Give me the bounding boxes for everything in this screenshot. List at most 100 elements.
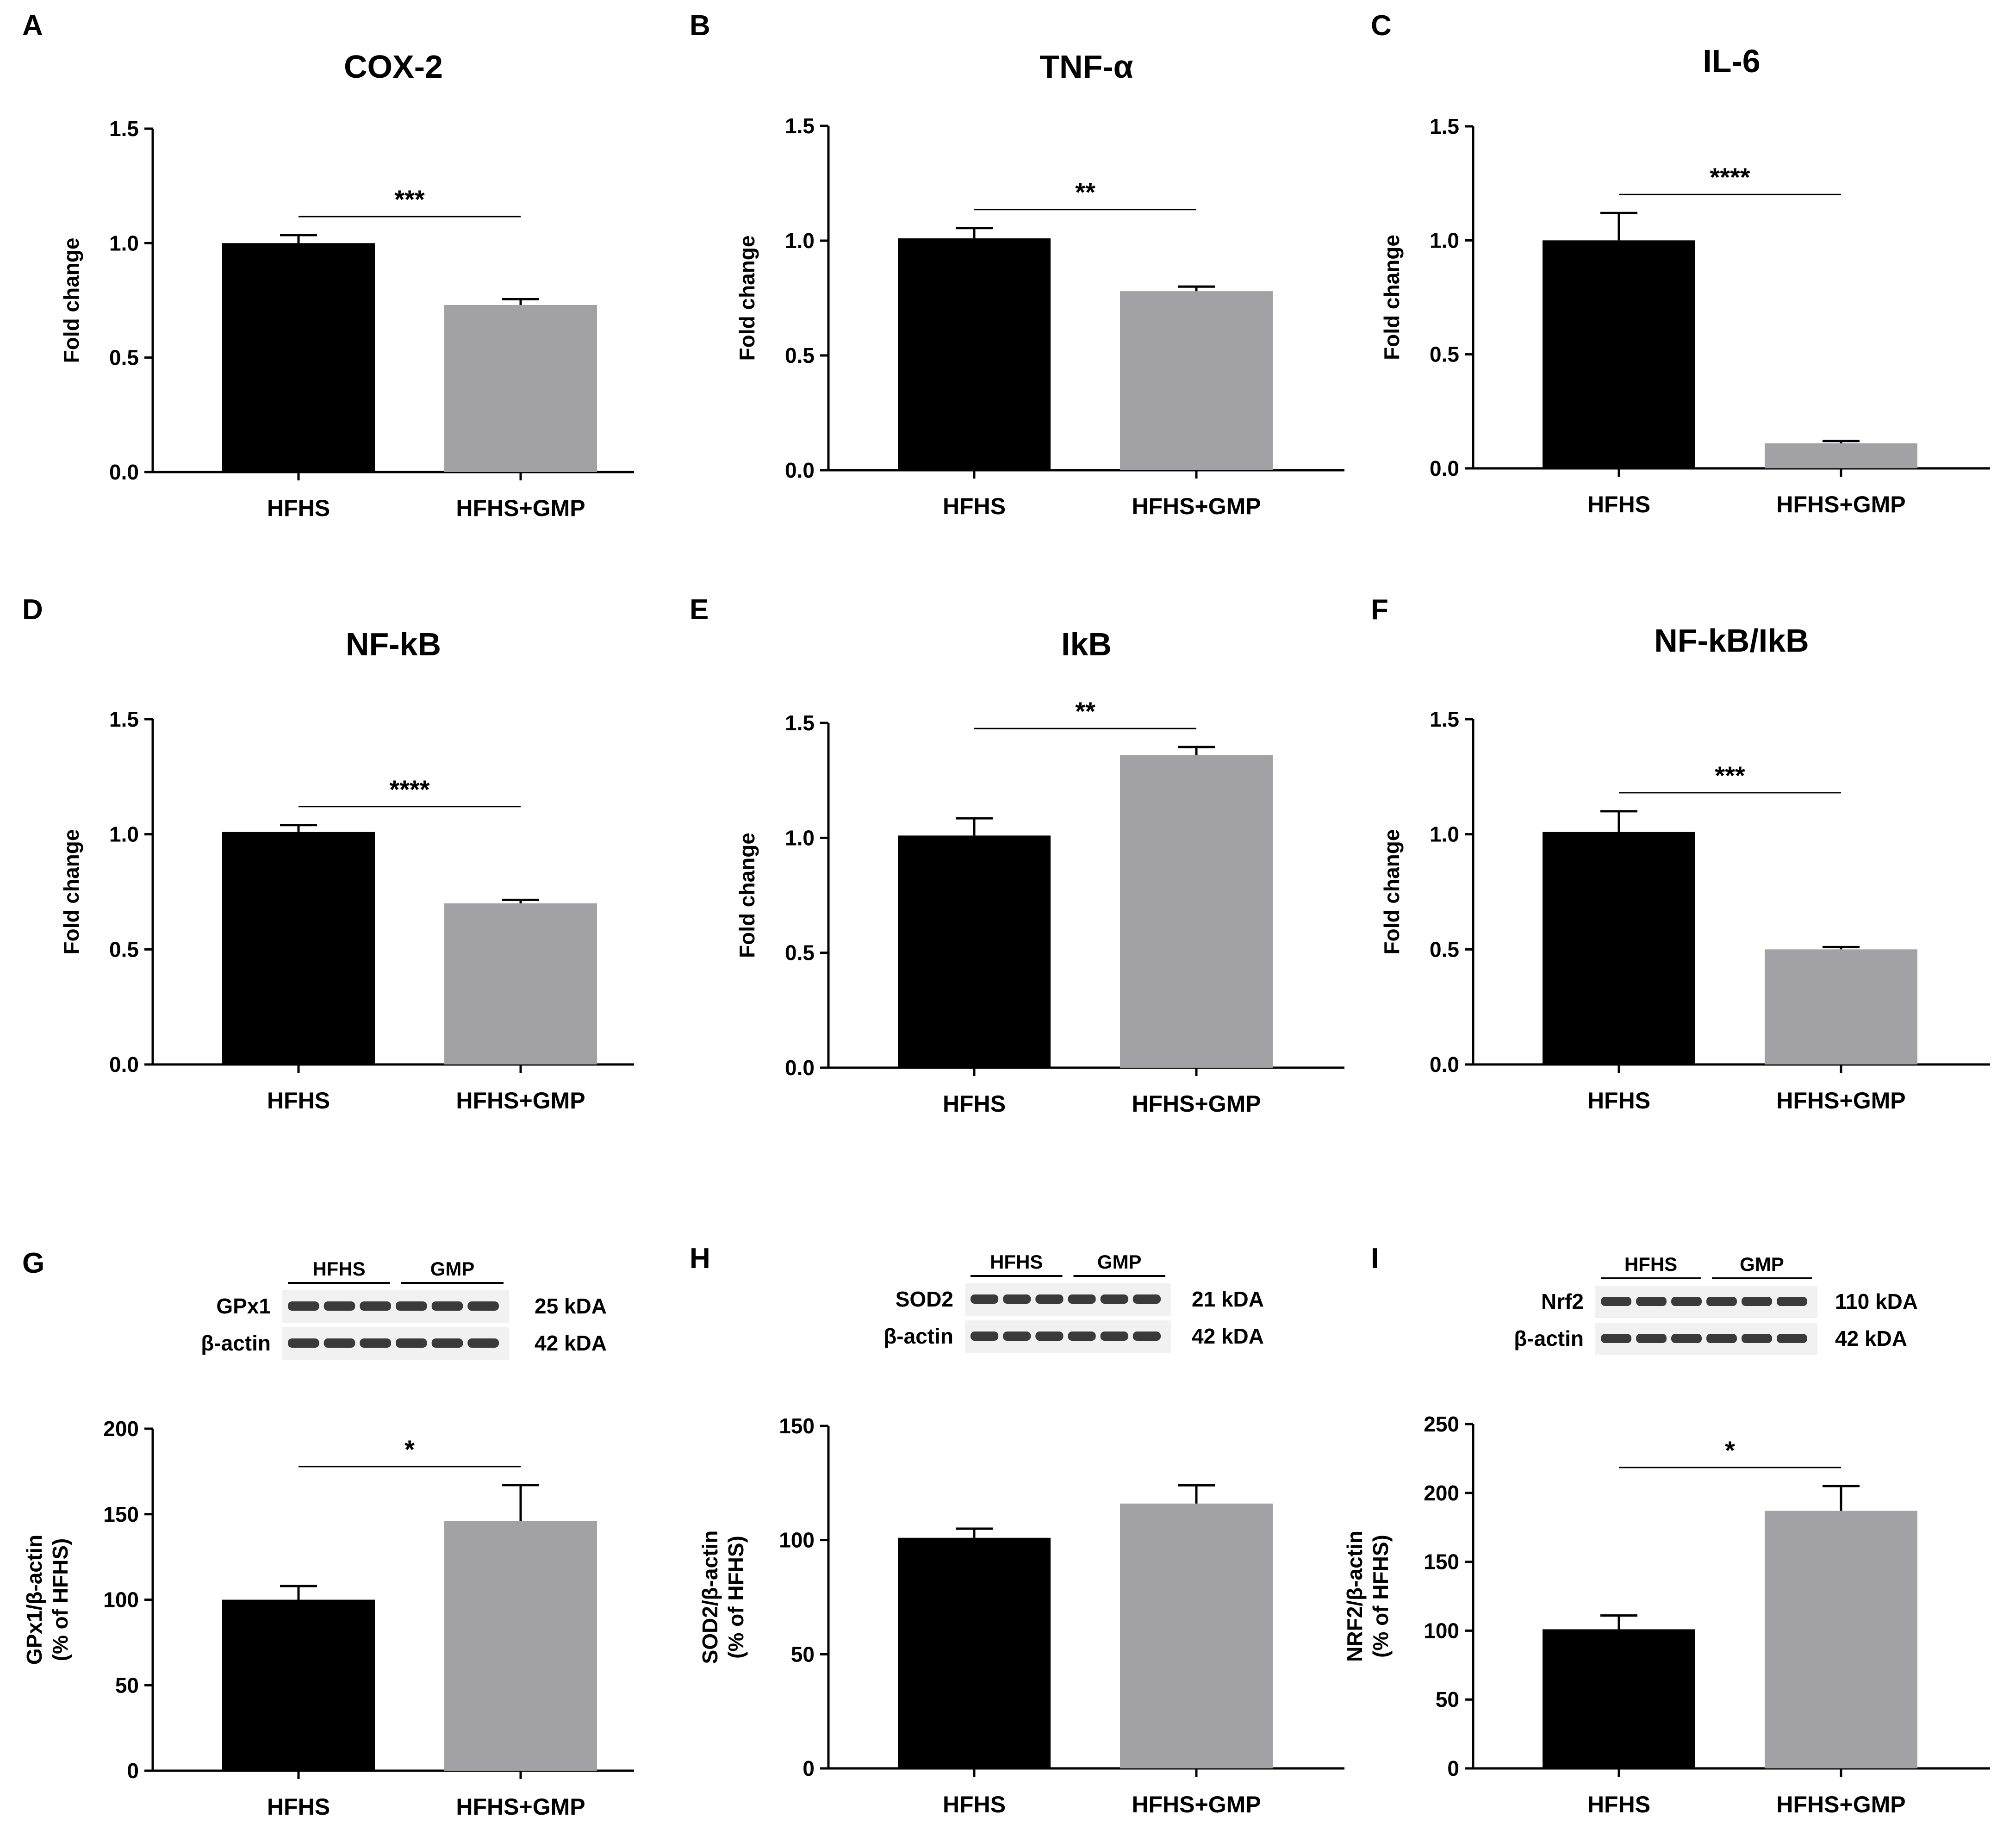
blot-size-label: 110 kDA (1835, 1289, 1918, 1313)
chart-title: TNF-α (1039, 49, 1133, 85)
bar-hfhs-gmp (1120, 291, 1273, 470)
blot-band (324, 1338, 355, 1348)
y-tick-label: 0 (127, 1759, 139, 1783)
blot-band (467, 1301, 499, 1311)
western-blot: HFHS GMP SOD2 21 kDA β-actin 42 kDA (883, 1251, 1264, 1353)
y-tick-label: 1.0 (785, 826, 815, 850)
y-tick-label: 100 (1424, 1618, 1459, 1643)
y-tick-label: 1.5 (785, 114, 815, 138)
blot-band (1601, 1297, 1631, 1306)
panel-g: G 0 50 100 150 200 GPx1/β-actin(% of HFHS) HFHS… (22, 1247, 634, 1820)
blot-band (1068, 1332, 1096, 1341)
y-tick-label: 100 (779, 1528, 815, 1552)
y-tick-label: 0.5 (1430, 937, 1459, 961)
blot-band (1100, 1294, 1128, 1304)
x-tick-label: HFHS (1587, 1792, 1650, 1817)
y-tick-label: 1.0 (1430, 822, 1459, 846)
bar-hfhs-gmp (444, 1521, 597, 1771)
bar-hfhs (222, 243, 375, 472)
blot-band (1671, 1297, 1702, 1306)
y-axis-title-line: Fold change (59, 238, 83, 363)
blot-protein-label: GPx1 (216, 1294, 271, 1318)
y-axis-title-line: (% of HFHS) (1369, 1535, 1393, 1658)
y-axis-title-line: Fold change (735, 833, 759, 958)
x-tick-label: HFHS+GMP (1132, 1091, 1261, 1117)
y-tick-label: 1.5 (785, 711, 815, 735)
blot-group-label: GMP (1097, 1251, 1142, 1273)
panel-letter: E (690, 594, 709, 626)
bar-hfhs-gmp (1120, 755, 1273, 1068)
blot-group-label: HFHS (1624, 1253, 1677, 1275)
blot-size-label: 21 kDA (1192, 1287, 1264, 1311)
blot-band (360, 1338, 391, 1348)
y-tick-label: 100 (103, 1588, 139, 1612)
blot-band (1706, 1334, 1737, 1343)
blot-band (1100, 1332, 1128, 1341)
y-tick-label: 150 (1424, 1550, 1459, 1574)
x-tick-label: HFHS+GMP (1132, 493, 1261, 519)
panel-d: D NF-kB 0.0 0.5 1.0 1.5 Fold change HFHS HFHS+GM… (22, 594, 634, 1114)
bar-hfhs-gmp (1765, 443, 1917, 468)
blot-band (1601, 1334, 1631, 1343)
blot-band (1636, 1334, 1667, 1343)
blot-size-label: 25 kDA (535, 1294, 607, 1318)
y-tick-label: 1.5 (109, 117, 139, 141)
blot-band (324, 1301, 355, 1311)
panel-letter: D (22, 594, 43, 626)
bar-hfhs (1543, 1629, 1695, 1768)
y-axis-title-line: Fold change (1380, 829, 1404, 955)
x-tick-label: HFHS (1587, 492, 1650, 517)
bar-hfhs (898, 1537, 1051, 1768)
y-axis-title: NRF2/β-actin(% of HFHS) (1343, 1531, 1393, 1662)
y-tick-label: 150 (779, 1414, 815, 1438)
panel-i: I 0 50 100 150 200 250 NRF2/β-actin(% of HFHS) H… (1343, 1243, 1990, 1817)
y-tick-label: 50 (115, 1673, 139, 1697)
blot-band (1636, 1297, 1667, 1306)
y-tick-label: 0.0 (1430, 456, 1459, 480)
y-tick-label: 200 (103, 1417, 139, 1441)
y-tick-label: 0 (1447, 1756, 1459, 1780)
y-tick-label: 1.0 (1430, 228, 1459, 252)
significance-stars: *** (394, 185, 425, 214)
y-tick-label: 0.5 (785, 941, 815, 965)
y-axis-title-line: GPx1/β-actin (22, 1535, 46, 1665)
blot-band (1742, 1334, 1772, 1343)
panel-letter: G (22, 1247, 44, 1279)
bar-hfhs (222, 832, 375, 1064)
y-axis-title: Fold change (59, 829, 83, 955)
blot-band (288, 1338, 319, 1348)
blot-band (1003, 1294, 1031, 1304)
bar-hfhs (898, 835, 1051, 1068)
chart-title: IkB (1061, 626, 1112, 662)
blot-group-label: GMP (1740, 1253, 1784, 1275)
bar-hfhs-gmp (444, 305, 597, 472)
bar-hfhs (898, 238, 1051, 470)
y-tick-label: 250 (1424, 1412, 1459, 1436)
y-axis-title-line: SOD2/β-actin (698, 1531, 722, 1664)
x-tick-label: HFHS (267, 495, 330, 521)
panel-c: C IL-6 0.0 0.5 1.0 1.5 Fold change HFHS HFHS+GMP… (1371, 10, 1990, 517)
bar-hfhs-gmp (1765, 949, 1917, 1064)
blot-band (971, 1294, 999, 1304)
blot-band (1742, 1297, 1772, 1306)
x-tick-label: HFHS (1587, 1088, 1650, 1114)
blot-band (1003, 1332, 1031, 1341)
x-tick-label: HFHS (267, 1088, 330, 1114)
x-tick-label: HFHS (943, 1091, 1006, 1117)
blot-band (396, 1338, 427, 1348)
panel-letter: F (1371, 594, 1388, 626)
y-axis-title-line: Fold change (1380, 235, 1404, 360)
y-axis-title: Fold change (59, 238, 83, 363)
panel-letter: H (690, 1243, 710, 1275)
blot-size-label: 42 kDA (1835, 1326, 1907, 1350)
panel-letter: C (1371, 10, 1392, 42)
bar-hfhs-gmp (444, 903, 597, 1064)
x-tick-label: HFHS+GMP (456, 495, 585, 521)
panel-a: A COX-2 0.0 0.5 1.0 1.5 Fold change HFHS HFHS+GM… (22, 10, 634, 521)
bar-hfhs (222, 1599, 375, 1771)
blot-protein-label: β-actin (201, 1331, 271, 1355)
blot-band (1068, 1294, 1096, 1304)
y-tick-label: 150 (103, 1502, 139, 1526)
